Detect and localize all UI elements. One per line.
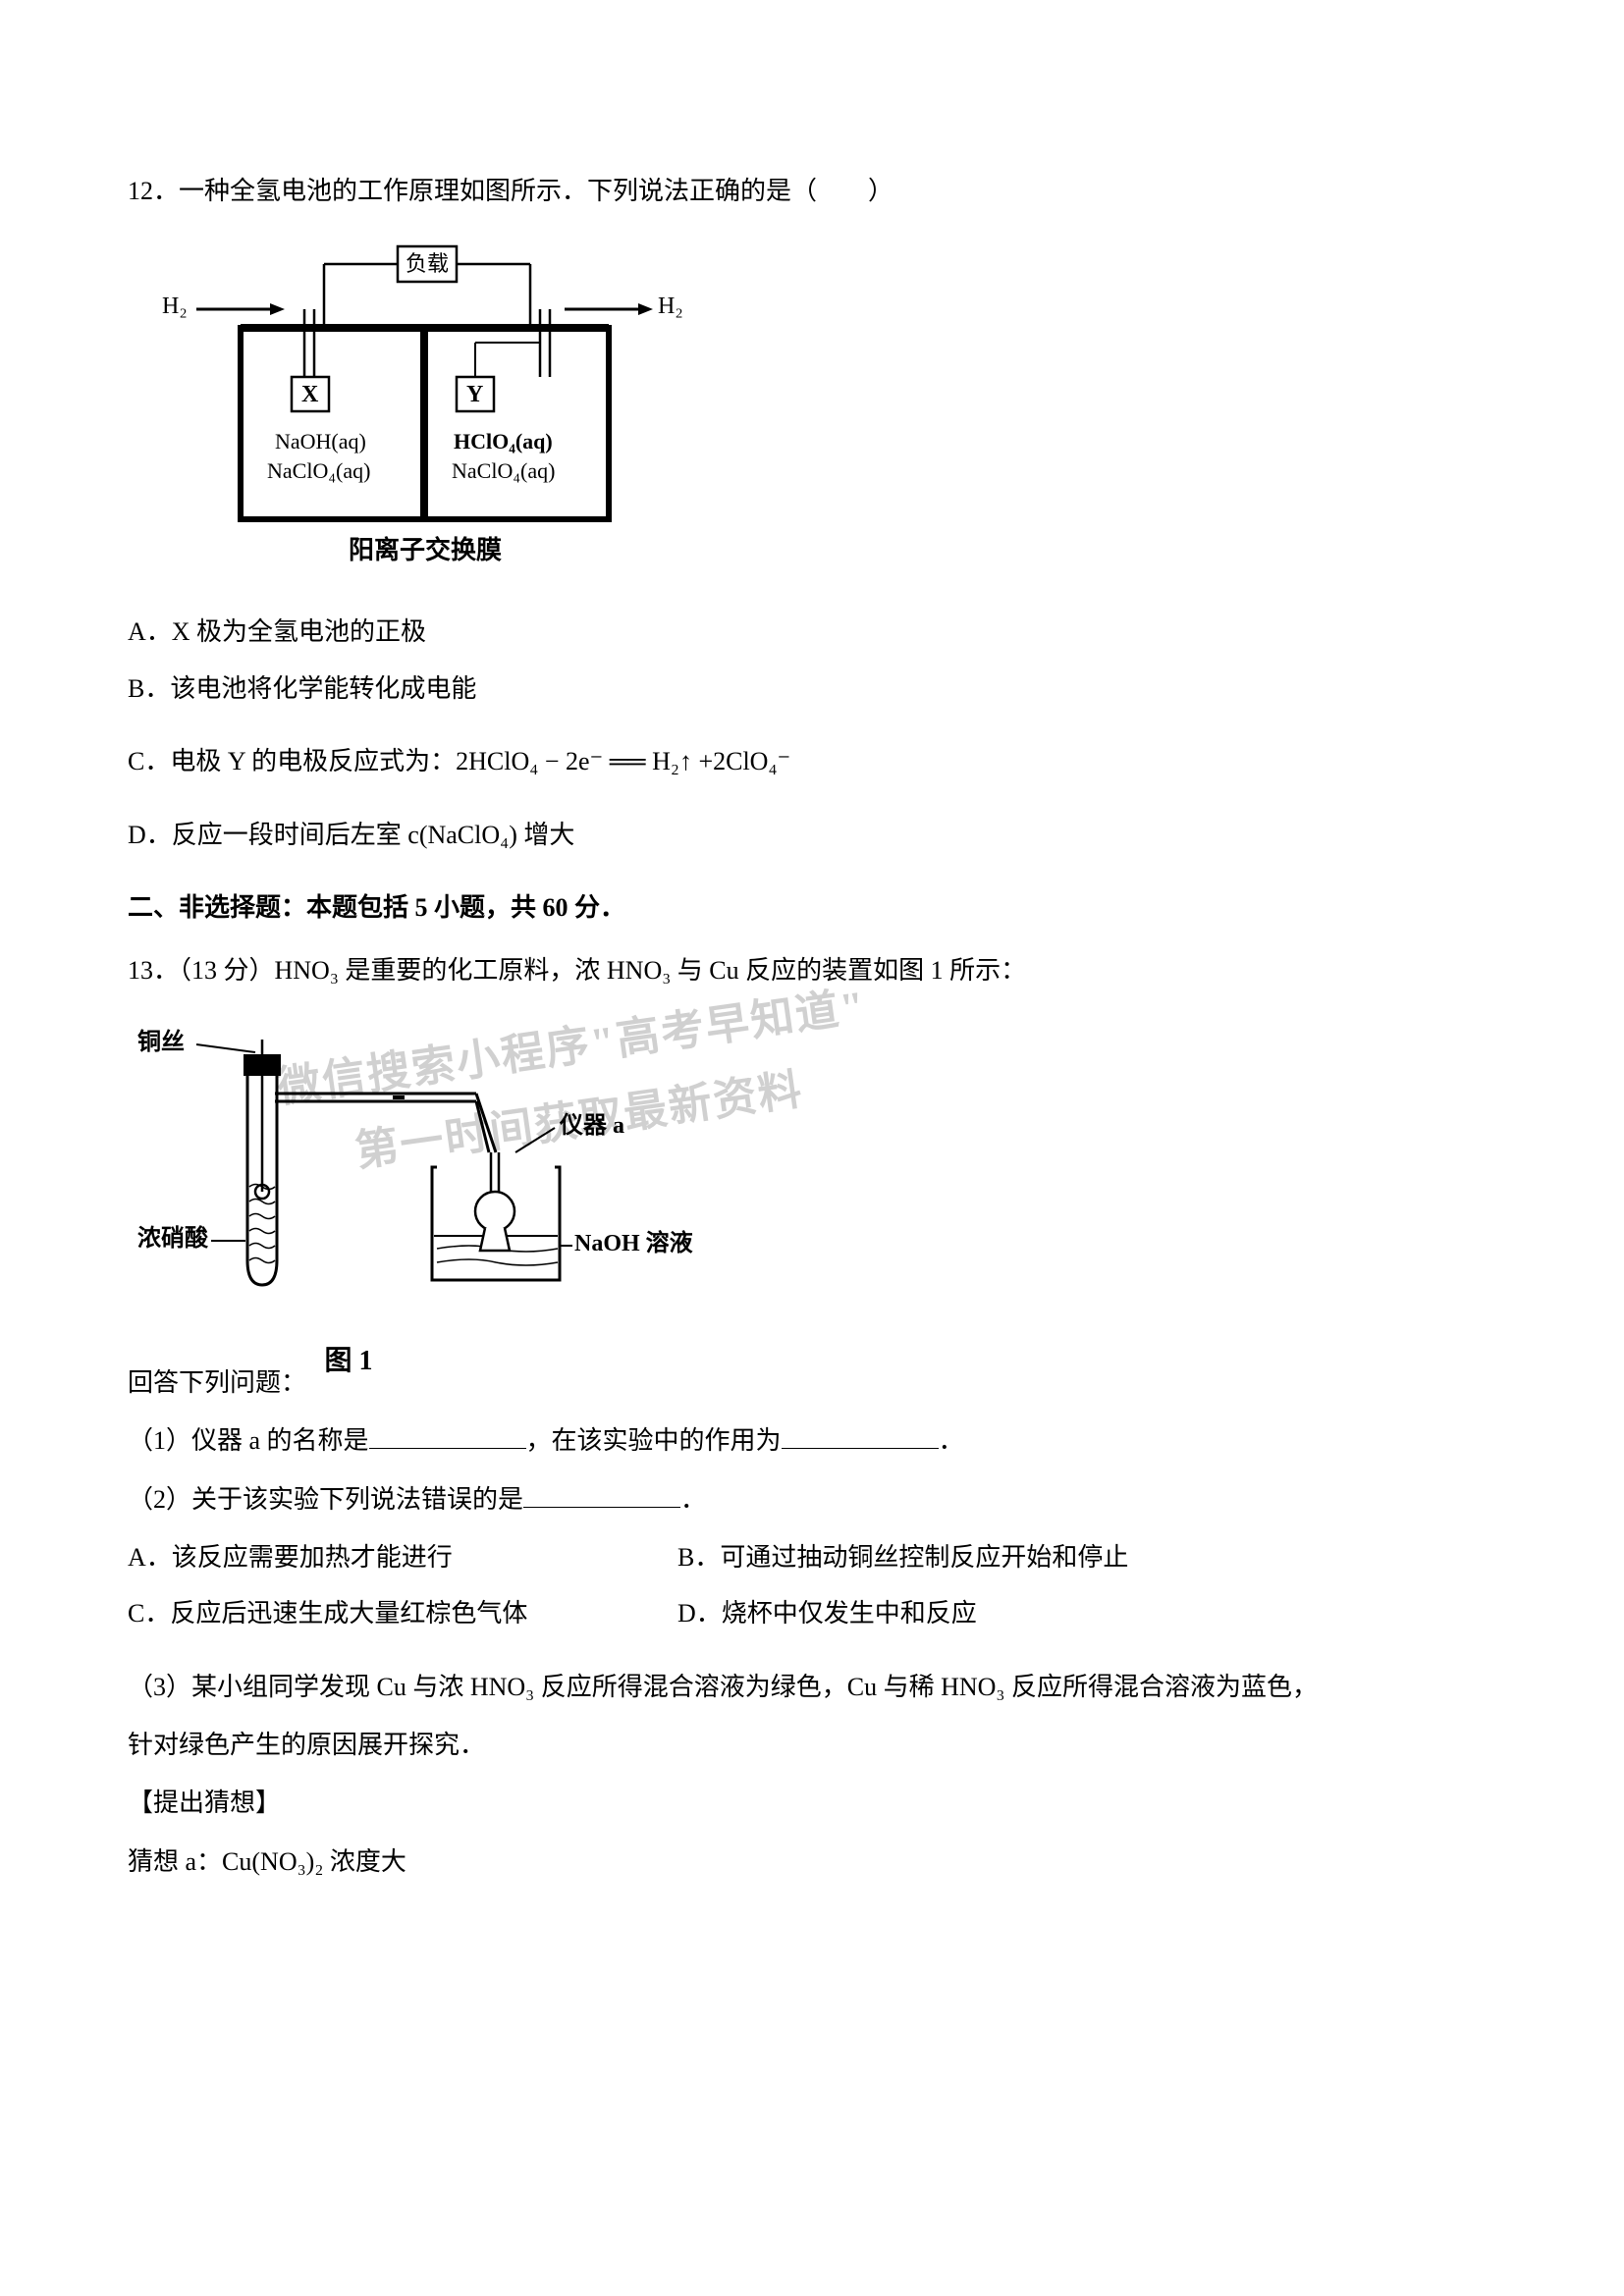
section2-title: 二、非选择题：本题包括 5 小题，共 60 分．: [128, 883, 1496, 932]
q13-sub2: （2）关于该实验下列说法错误的是 ．: [128, 1475, 1496, 1523]
right-cell-line2: NaClO₄(aq): [452, 458, 555, 483]
h2-right-label: H₂: [658, 294, 683, 319]
load-label: 负载: [406, 251, 449, 276]
conc-acid-label: 浓硝酸: [137, 1225, 209, 1252]
q13-stem: 13．（13 分）HNO₃ 是重要的化工原料，浓 HNO₃ 与 Cu 反应的装置…: [128, 946, 1496, 994]
q13-sub2-options-row1: A．该反应需要加热才能进行 B．可通过抽动铜丝控制反应开始和停止: [128, 1533, 1496, 1581]
q13-sub1-middle: ，在该实验中的作用为: [526, 1426, 782, 1455]
q12-figure: H₂ H₂ 负载 X Y: [157, 235, 1496, 588]
q13-sub2-prefix: （2）关于该实验下列说法错误的是: [128, 1485, 523, 1514]
y-electrode-label: Y: [466, 382, 483, 407]
blank-field[interactable]: [369, 1423, 526, 1449]
fig1-caption: 图 1: [211, 1335, 486, 1387]
q13-sub3-line2: 针对绿色产生的原因展开探究．: [128, 1721, 1496, 1769]
q13-sub2-opta: A．该反应需要加热才能进行: [128, 1533, 677, 1581]
hypothesis-label: 【提出猜想】: [128, 1779, 1496, 1827]
q12-option-c: C．电极 Y 的电极反应式为：2HClO₄ − 2e⁻ ══ H₂↑ +2ClO…: [128, 737, 1496, 785]
q13-figure: 铜丝 浓硝酸 仪器 a: [137, 1015, 746, 1349]
apparatus-a-label: 仪器 a: [559, 1112, 624, 1139]
q13-number: 13: [128, 956, 153, 985]
q13-sub2-optb: B．可通过抽动铜丝控制反应开始和停止: [677, 1533, 1496, 1581]
q12-text: ．一种全氢电池的工作原理如图所示．下列说法正确的是（ ）: [153, 177, 893, 205]
q13-sub1: （1）仪器 a 的名称是 ，在该实验中的作用为 ．: [128, 1416, 1496, 1465]
right-cell-line1: HClO₄(aq): [454, 429, 553, 454]
blank-field[interactable]: [523, 1482, 680, 1508]
membrane-label: 阳离子交换膜: [349, 535, 502, 564]
left-cell-line1: NaOH(aq): [275, 429, 366, 454]
q13-sub1-suffix: ．: [939, 1426, 964, 1455]
copper-wire-label: 铜丝: [137, 1028, 185, 1055]
q12-option-d: D．反应一段时间后左室 c(NaClO₄) 增大: [128, 811, 1496, 859]
q13-text: ．（13 分）HNO₃ 是重要的化工原料，浓 HNO₃ 与 Cu 反应的装置如图…: [153, 956, 1026, 985]
q13-sub2-optc: C．反应后迅速生成大量红棕色气体: [128, 1589, 677, 1637]
hypothesis-a: 猜想 a：Cu(NO₃)₂ 浓度大: [128, 1838, 1496, 1886]
q13-sub3: （3）某小组同学发现 Cu 与浓 HNO₃ 反应所得混合溶液为绿色，Cu 与稀 …: [128, 1663, 1496, 1711]
blank-field[interactable]: [782, 1423, 939, 1449]
q13-sub2-suffix: ．: [680, 1485, 706, 1514]
experiment-apparatus: 铜丝 浓硝酸 仪器 a: [137, 1015, 766, 1319]
h2-left-label: H₂: [162, 294, 188, 319]
q13-sub1-prefix: （1）仪器 a 的名称是: [128, 1426, 369, 1455]
q12-number: 12: [128, 177, 153, 205]
naoh-label: NaOH 溶液: [574, 1229, 693, 1256]
x-electrode-label: X: [301, 382, 319, 407]
q12-option-a: A．X 极为全氢电池的正极: [128, 608, 1496, 656]
q13-sub2-options-row2: C．反应后迅速生成大量红棕色气体 D．烧杯中仅发生中和反应: [128, 1589, 1496, 1637]
left-cell-line2: NaClO₄(aq): [267, 458, 370, 483]
q13-sub2-optd: D．烧杯中仅发生中和反应: [677, 1589, 1496, 1637]
battery-diagram: H₂ H₂ 负载 X Y: [157, 235, 707, 588]
q12-stem: 12．一种全氢电池的工作原理如图所示．下列说法正确的是（ ）: [128, 167, 1496, 215]
q12-option-b: B．该电池将化学能转化成电能: [128, 665, 1496, 713]
